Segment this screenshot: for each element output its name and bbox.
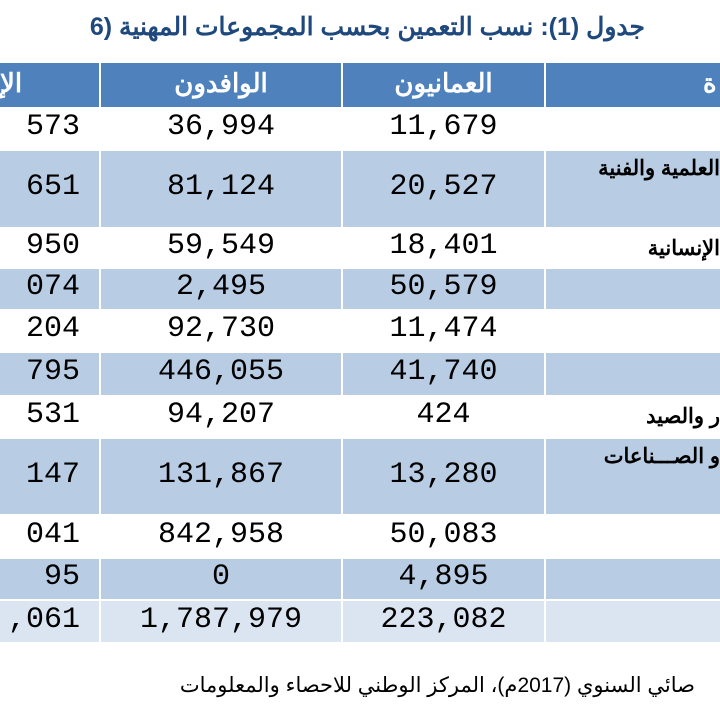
cell-value: 81,124 [166,170,276,204]
table-cell [100,396,342,438]
cell-value: 573 [25,110,80,144]
table-cell [545,438,720,515]
table-cell [0,396,100,438]
table-cell [0,352,100,396]
table-cell [100,558,342,600]
column-header: الوافدون [174,68,268,98]
table-cell [342,150,545,228]
cell-value: 11,679 [389,110,498,144]
table-cell [342,600,545,643]
table-cell [545,310,720,352]
table-cell [545,268,720,310]
table-cell [0,438,100,515]
table-cell [100,228,342,268]
table-cell [545,396,720,438]
row-label: العلمية والفنية [598,157,720,180]
column-header: الإ [0,68,23,98]
header-cell [0,62,100,108]
cell-value: 20,527 [389,170,498,204]
row-label: الإنسانية [647,237,720,260]
cell-value: 13,280 [389,457,498,492]
cell-value: 59,549 [166,229,276,263]
cell-value: 131,867 [157,457,285,492]
table-cell [0,558,100,600]
table-cell [545,600,720,643]
table-cell [0,310,100,352]
source-note: صائي السنوي (2017م)، المركز الوطني للاحص… [179,674,695,697]
cell-value: 424 [416,398,471,432]
table-cell [545,515,720,558]
cell-value: 11,474 [389,312,498,346]
cell-value: 041 [25,517,80,552]
cell-value: 531 [25,398,80,432]
cell-value: 36,994 [166,110,276,144]
cell-value: 842,958 [157,517,285,552]
cell-value: 92,730 [166,312,276,346]
header-cell [342,62,545,108]
table-cell [342,268,545,310]
table-cell [100,310,342,352]
table-cell [100,352,342,396]
table-cell [342,515,545,558]
column-header: ة [703,68,717,98]
cell-value: 50,083 [389,517,498,552]
cell-value: 4,895 [398,560,489,594]
table-cell [545,108,720,150]
header-cell [100,62,342,108]
cell-value: 223,082 [380,602,507,637]
table-cell [342,438,545,515]
column-header: العمانيون [394,68,493,98]
cell-value: 94,207 [166,398,276,432]
table-cell [342,352,545,396]
cell-value: 147 [25,457,80,492]
cell-value: 41,740 [389,355,498,389]
cell-value: ,061 [7,602,80,637]
table-cell [342,558,545,600]
table-cell [342,310,545,352]
cell-value: 0 [211,560,230,594]
table-cell [342,228,545,268]
cell-value: 2,495 [175,270,266,304]
cell-value: 446,055 [157,355,285,389]
cell-value: 95 [43,560,80,594]
table-cell [100,150,342,228]
cell-value: 651 [25,170,80,204]
cell-value: 18,401 [389,229,498,263]
table-cell [100,600,342,643]
header-cell [545,62,720,108]
row-label: ر والصيد [646,405,720,428]
table-cell [342,396,545,438]
table-cell [545,352,720,396]
table-cell [545,228,720,268]
table-cell [100,268,342,310]
table-cell [0,268,100,310]
cell-value: 074 [25,270,80,304]
cell-value: 950 [25,229,80,263]
table-cell [0,600,100,643]
table-cell [0,228,100,268]
table-cell [342,108,545,150]
table-cell [545,558,720,600]
table-cell [100,438,342,515]
table-cell [100,108,342,150]
cell-value: 795 [25,355,80,389]
row-label: و الصـــناعات [603,445,720,468]
table-cell [0,515,100,558]
cell-value: 50,579 [389,270,498,304]
table-title: جدول (1): نسب التعمين بحسب المجموعات الم… [89,13,645,41]
table-cell [0,108,100,150]
table-cell [545,150,720,228]
cell-value: 204 [25,312,80,346]
table-cell [0,150,100,228]
cell-value: 1,787,979 [139,602,303,637]
table-cell [100,515,342,558]
